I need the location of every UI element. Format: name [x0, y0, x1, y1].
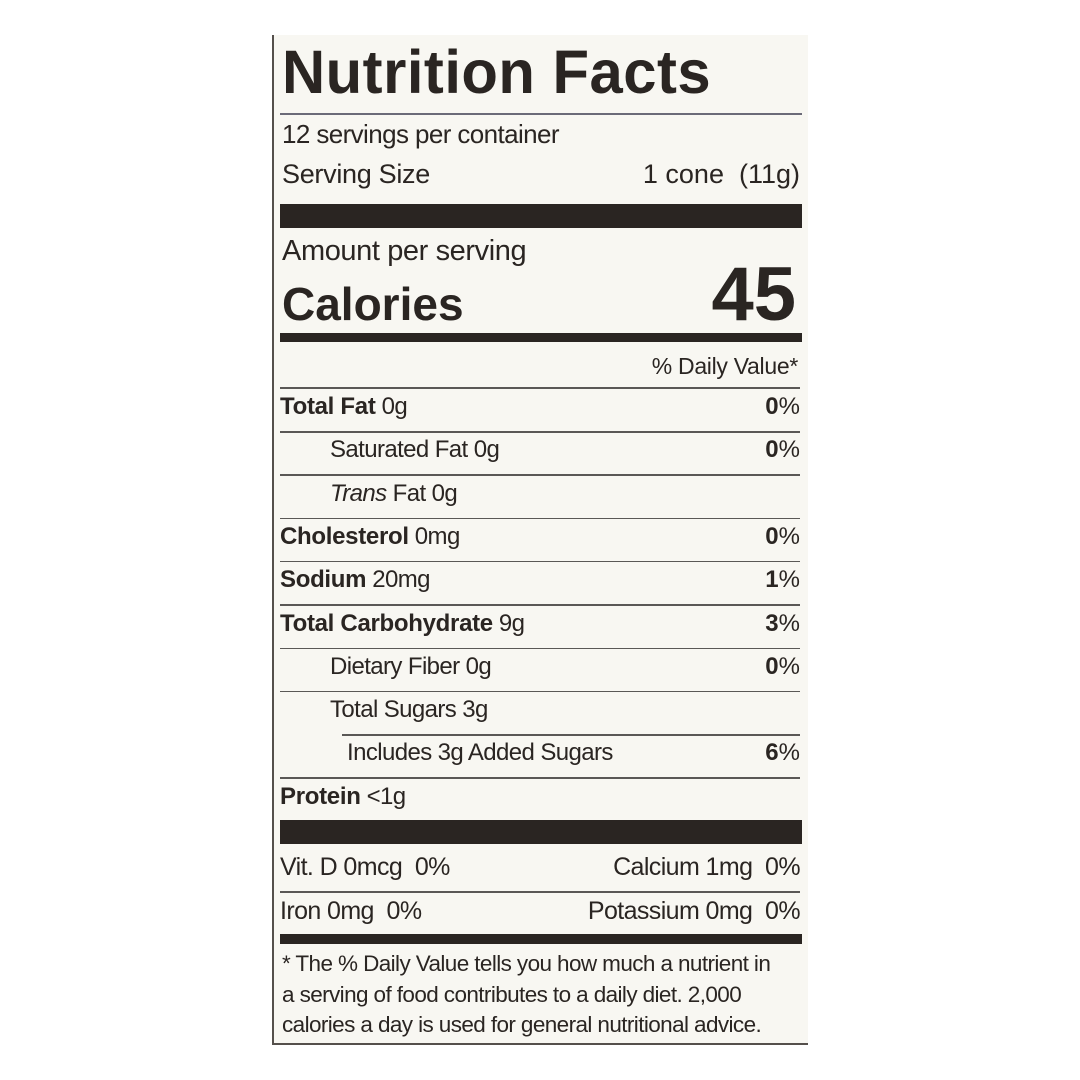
nutrient-row: Trans Fat 0g — [280, 480, 800, 510]
nutrient-row: Sodium 20mg 1% — [280, 566, 800, 596]
nutrient-name: Saturated Fat 0g — [330, 436, 500, 464]
divider — [280, 891, 800, 893]
nutrient-row: Protein <1g — [280, 783, 800, 813]
nutrient-row: Total Carbohydrate 9g 3% — [280, 610, 800, 640]
nutrient-amount: 0g — [375, 393, 408, 420]
nutrient-row: Cholesterol 0mg 0% — [280, 523, 800, 553]
nutrient-name: Total Carbohydrate 9g — [280, 609, 525, 638]
percent-sign: % — [778, 609, 800, 637]
footnote-line: a serving of food contributes to a daily… — [282, 981, 742, 1007]
nutrient-name: Total Sugars 3g — [330, 696, 488, 724]
vitamin-right: Calcium 1mg 0% — [613, 853, 801, 881]
percent-sign: % — [778, 739, 800, 767]
servings-per-container: 12 servings per container — [282, 119, 560, 149]
nutrient-row: Saturated Fat 0g 0% — [280, 436, 800, 466]
divider — [280, 560, 800, 563]
nutrient-name: Total Fat 0g — [280, 393, 408, 421]
divider — [280, 690, 800, 693]
nutrient-label: Total Fat — [280, 393, 376, 420]
nutrient-label: Includes 3g Added Sugars — [347, 739, 613, 767]
nutrient-label-suffix: Fat — [386, 479, 426, 507]
medium-divider — [280, 333, 802, 342]
daily-value-percent: 0% — [765, 522, 800, 550]
nutrient-amount: 0g — [467, 436, 500, 464]
medium-divider — [280, 934, 802, 944]
divider — [280, 113, 802, 115]
serving-size-label: Serving Size — [282, 159, 430, 189]
daily-value-percent: 6% — [765, 739, 800, 767]
nutrient-name: Dietary Fiber 0g — [330, 652, 492, 681]
nutrient-name: Sodium 20mg — [280, 566, 431, 594]
serving-size-value: 1 cone (11g) — [642, 159, 800, 189]
nutrient-amount: <1g — [360, 782, 407, 810]
vitamin-row: Iron 0mg 0% Potassium 0mg 0% — [280, 897, 801, 927]
vitamin-row: Vit. D 0mcg 0% Calcium 1mg 0% — [280, 853, 801, 883]
nutrient-label: Protein — [280, 782, 361, 810]
nutrient-label: Trans — [330, 479, 387, 507]
nutrient-amount: 3g — [456, 696, 488, 724]
nutrient-amount: 20mg — [366, 566, 430, 594]
nutrient-label: Saturated Fat — [330, 436, 468, 464]
percent-sign: % — [778, 393, 800, 420]
thick-divider — [280, 820, 802, 844]
footnote-line: * The % Daily Value tells you how much a… — [282, 951, 771, 976]
nutrition-facts-label: Nutrition Facts 12 servings per containe… — [272, 35, 808, 1045]
nutrient-label: Cholesterol — [280, 522, 409, 550]
nutrient-label: Dietary Fiber — [330, 652, 460, 680]
nutrient-name: Protein <1g — [280, 783, 406, 811]
daily-value-header: % Daily Value* — [651, 353, 799, 379]
daily-value-percent: 3% — [765, 609, 800, 637]
nutrient-name: Trans Fat 0g — [330, 479, 458, 508]
divider — [280, 474, 800, 476]
divider — [280, 604, 800, 606]
percent-sign: % — [778, 566, 800, 594]
percent-sign: % — [778, 436, 800, 464]
daily-value-percent: 0% — [765, 393, 800, 420]
nutrient-amount: 9g — [492, 609, 525, 637]
vitamin-right: Potassium 0mg 0% — [587, 897, 801, 925]
divider — [280, 387, 800, 389]
nutrient-row: Total Fat 0g 0% — [280, 393, 800, 423]
daily-value-percent: 0% — [765, 436, 800, 464]
divider — [280, 431, 800, 433]
daily-value-percent: 0% — [765, 652, 800, 680]
divider — [342, 734, 800, 736]
label-title: Nutrition Facts — [282, 38, 712, 106]
divider — [280, 517, 800, 520]
divider — [280, 777, 800, 779]
divider — [280, 647, 800, 649]
percent-sign: % — [778, 522, 800, 550]
vitamin-left: Iron 0mg 0% — [280, 897, 422, 925]
nutrient-name: Includes 3g Added Sugars — [347, 739, 613, 767]
footnote-line: calories a day is used for general nutri… — [282, 1012, 762, 1037]
nutrient-row: Total Sugars 3g — [280, 696, 800, 726]
nutrient-amount: 0g — [459, 652, 492, 680]
calories-value: 45 — [711, 252, 796, 337]
vitamin-left: Vit. D 0mcg 0% — [280, 853, 450, 881]
nutrient-amount: 0mg — [408, 522, 461, 550]
nutrient-row: Includes 3g Added Sugars 6% — [280, 739, 800, 769]
nutrient-label: Total Sugars — [330, 696, 457, 724]
nutrient-name: Cholesterol 0mg — [280, 523, 460, 551]
thick-divider — [280, 204, 802, 228]
nutrient-row: Dietary Fiber 0g 0% — [280, 653, 800, 683]
nutrient-amount: 0g — [425, 479, 458, 507]
amount-per-serving: Amount per serving — [282, 235, 527, 267]
calories-label: Calories — [282, 278, 464, 330]
nutrient-label: Sodium — [280, 566, 367, 594]
nutrient-label: Total Carbohydrate — [280, 609, 493, 637]
daily-value-percent: 1% — [765, 566, 800, 594]
percent-sign: % — [778, 652, 800, 680]
